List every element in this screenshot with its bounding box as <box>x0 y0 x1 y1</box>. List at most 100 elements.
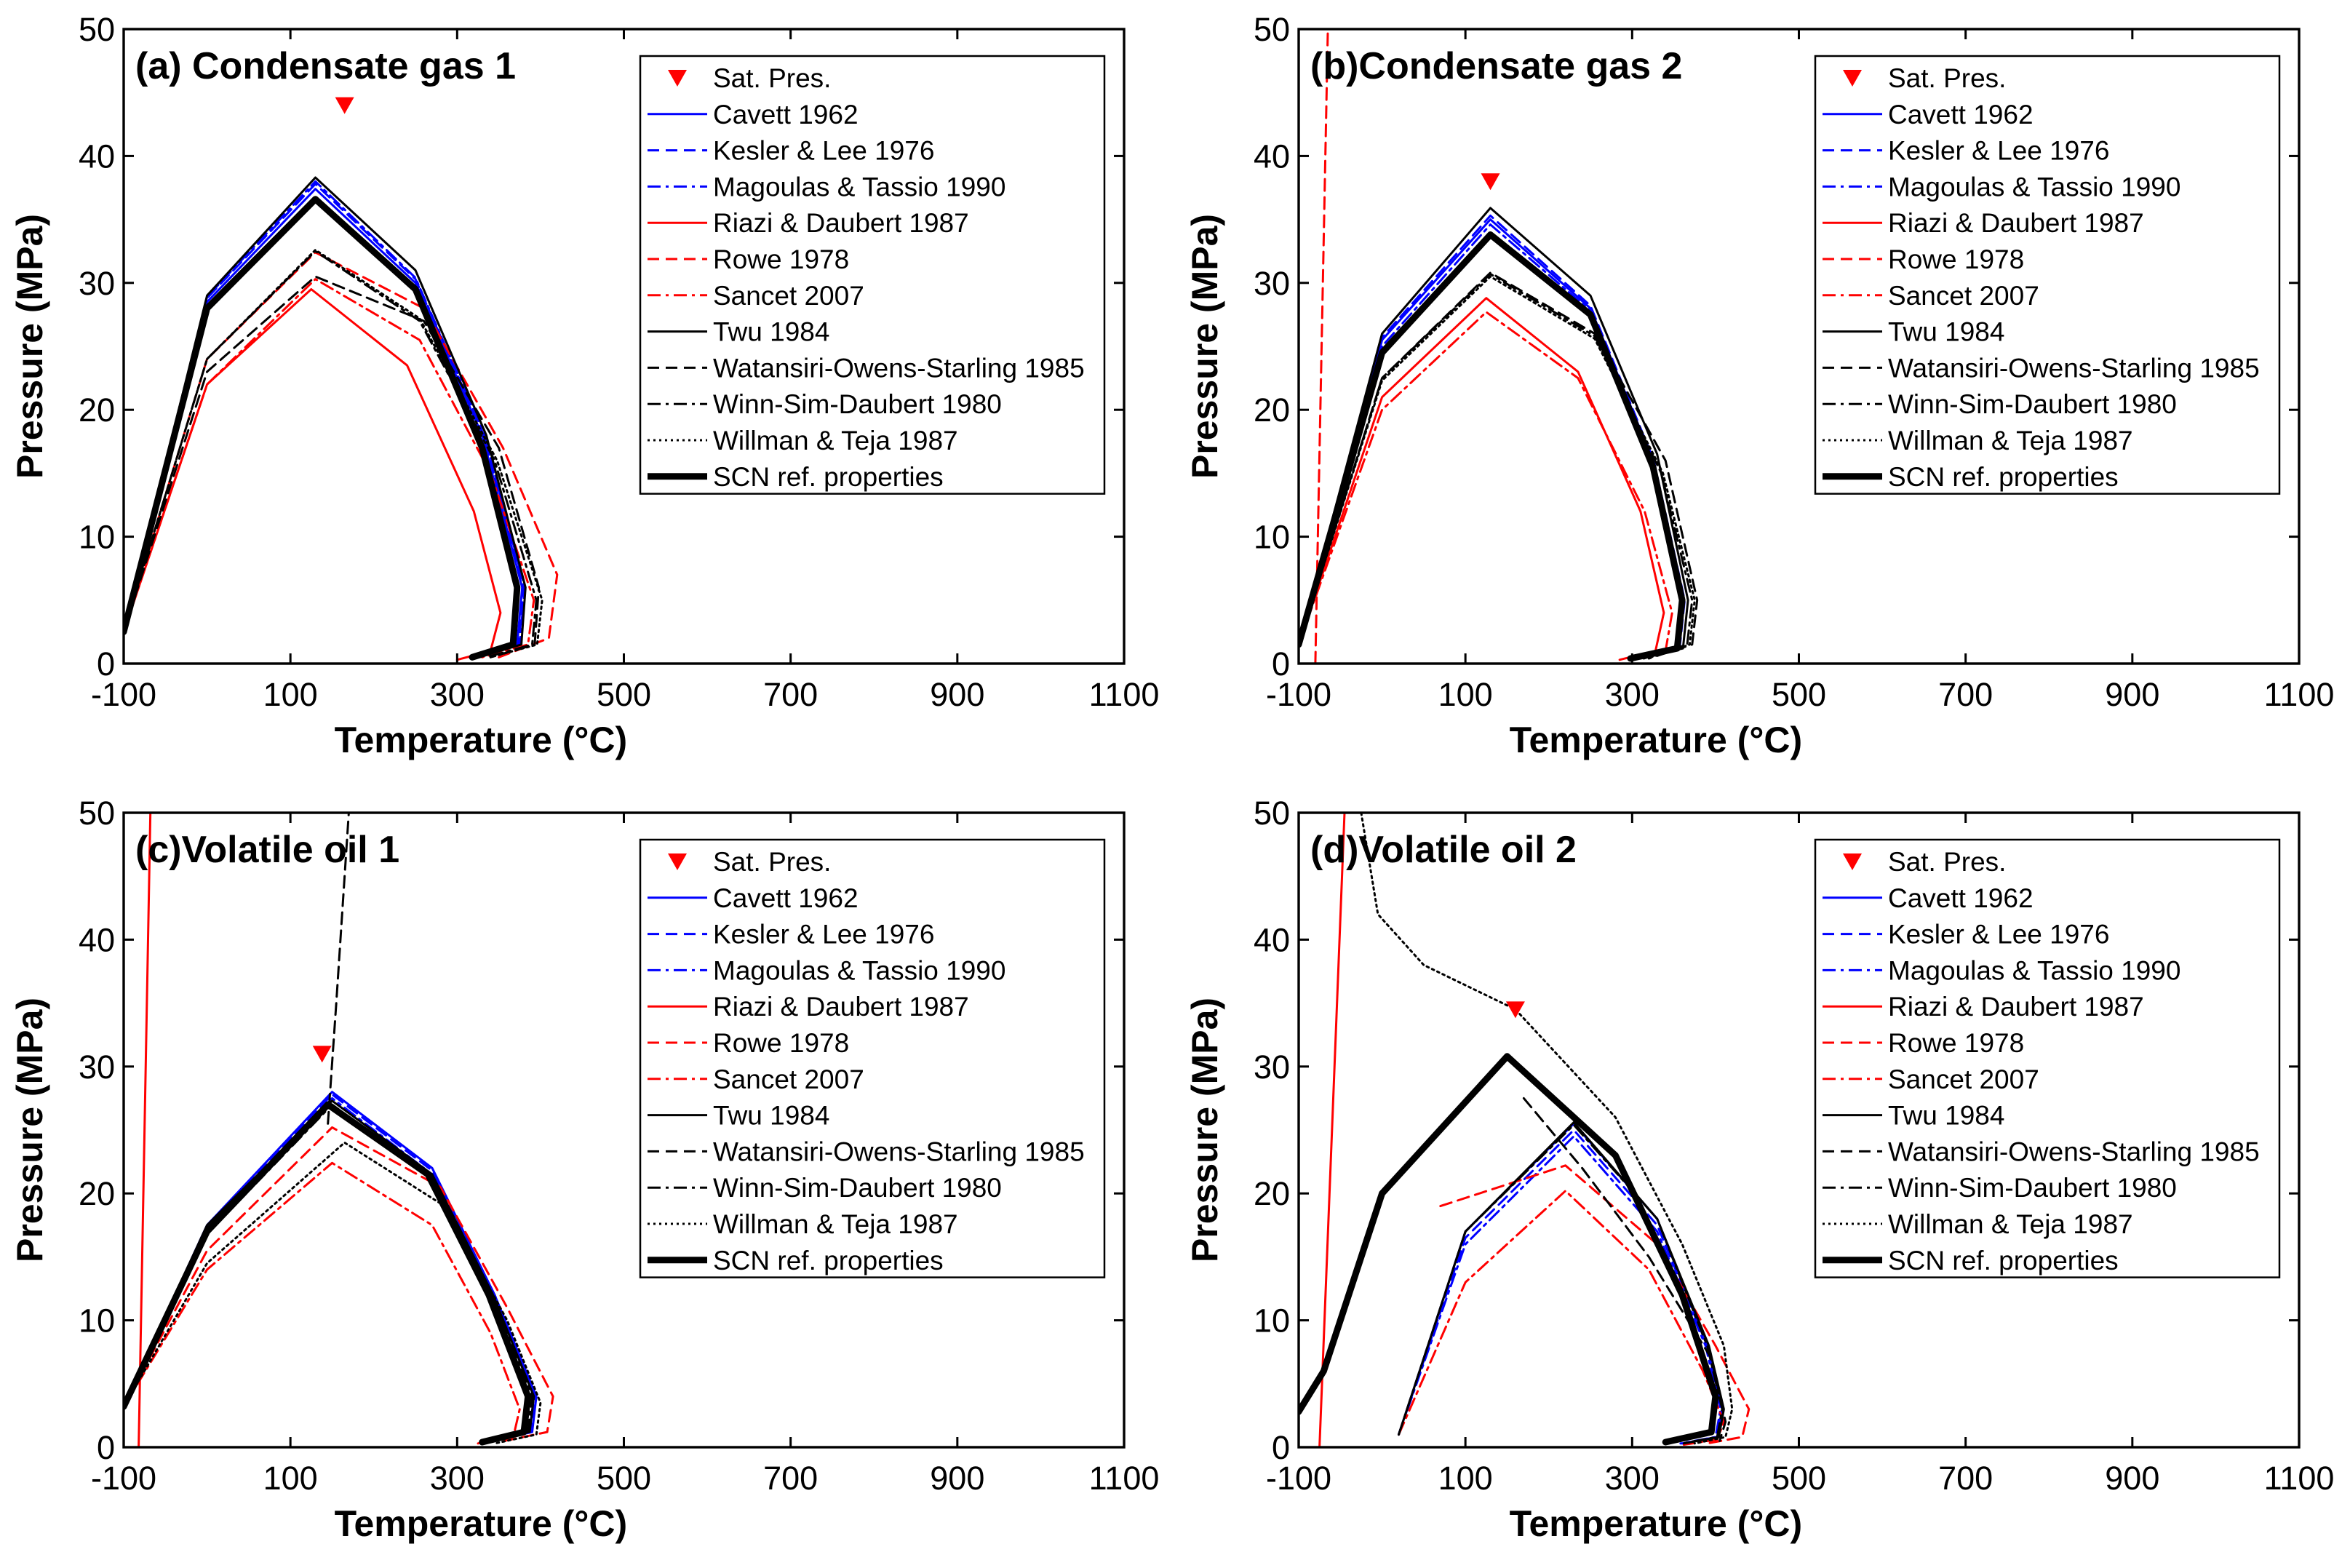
legend-entry: Riazi & Daubert 1987 <box>713 992 969 1022</box>
y-tick-label: 20 <box>1254 391 1290 429</box>
x-tick-label: -100 <box>91 1460 156 1497</box>
series-group <box>124 813 554 1447</box>
x-axis-label: Temperature (°C) <box>1510 1503 1802 1544</box>
y-tick-label: 0 <box>1272 645 1290 682</box>
x-tick-label: 100 <box>1438 1460 1493 1497</box>
y-tick-label: 30 <box>1254 265 1290 302</box>
legend: Sat. Pres. Cavett 1962 Kesler & Lee 1976 Ma… <box>639 838 1106 1278</box>
series-line-10 <box>124 1101 532 1446</box>
legend-entry: Willman & Teja 1987 <box>1888 426 2133 455</box>
sat-pres-marker <box>312 1046 332 1063</box>
series-line-7 <box>124 275 541 658</box>
series-line-5 <box>124 1161 521 1445</box>
x-axis-label: Temperature (°C) <box>335 720 627 760</box>
legend: Sat. Pres. Cavett 1962 Kesler & Lee 1976 Ma… <box>1814 838 2281 1278</box>
legend-entry: Sat. Pres. <box>1888 63 2006 93</box>
sat-pres-marker <box>1505 1001 1525 1019</box>
series-line-3 <box>124 288 502 661</box>
y-tick-label: 20 <box>1254 1175 1290 1212</box>
legend-entry: Willman & Teja 1987 <box>1888 1209 2133 1239</box>
series-line-0 <box>124 188 524 658</box>
series-line-4 <box>1439 1164 1750 1445</box>
y-tick-label: 40 <box>79 921 115 958</box>
legend-entry: Rowe 1978 <box>1888 1028 2024 1058</box>
y-tick-label: 50 <box>1254 795 1290 832</box>
x-tick-label: 500 <box>597 1460 651 1497</box>
legend-entry: Riazi & Daubert 1987 <box>713 208 969 238</box>
series-line-8 <box>1398 1123 1724 1445</box>
panel-1: -100 100 300 500 700 900 1100 0 10 20 30 40 50 Temper… <box>1184 11 2334 760</box>
x-tick-label: 900 <box>930 1460 984 1497</box>
legend-entry: Rowe 1978 <box>713 1028 849 1058</box>
legend-entry: Sat. Pres. <box>713 63 831 93</box>
series-group <box>1299 813 1750 1447</box>
x-tick-label: 700 <box>763 676 818 713</box>
legend-entry: Winn-Sim-Daubert 1980 <box>713 389 1002 419</box>
x-tick-label: 700 <box>763 1460 818 1497</box>
x-tick-label: 300 <box>1605 1460 1660 1497</box>
legend-box <box>1814 55 2281 495</box>
x-tick-label: 900 <box>930 676 984 713</box>
legend-entry: Magoulas & Tassio 1990 <box>713 955 1005 985</box>
y-tick-label: 30 <box>79 265 115 302</box>
y-tick-label: 20 <box>79 391 115 429</box>
panel-title: (c)Volatile oil 1 <box>135 829 399 871</box>
legend-entry: Watansiri-Owens-Starling 1985 <box>1888 1137 2260 1166</box>
series-line-8 <box>124 250 538 658</box>
panel-2: -100 100 300 500 700 900 1100 0 10 20 30 40 50 Temper… <box>9 795 1159 1544</box>
x-tick-label: 1100 <box>2264 1460 2335 1497</box>
legend-entry: Twu 1984 <box>1888 1101 2004 1131</box>
legend-entry: SCN ref. properties <box>1888 462 2119 492</box>
x-tick-label: -100 <box>1266 1460 1331 1497</box>
series-line-9 <box>124 249 543 658</box>
series-line-5 <box>1299 311 1673 661</box>
series-line-7 <box>327 813 350 1125</box>
legend-entry: Sat. Pres. <box>713 847 831 877</box>
x-tick-label: -100 <box>91 676 156 713</box>
legend-entry: Twu 1984 <box>1888 317 2004 347</box>
x-tick-label: 100 <box>263 676 318 713</box>
y-tick-label: 30 <box>79 1048 115 1086</box>
y-tick-label: 40 <box>1254 138 1290 175</box>
legend: Sat. Pres. Cavett 1962 Kesler & Lee 1976 Ma… <box>1814 55 2281 495</box>
x-tick-label: 900 <box>2105 1460 2159 1497</box>
x-tick-label: 900 <box>2105 676 2159 713</box>
series-line-8 <box>1299 273 1694 660</box>
series-group <box>1299 29 1699 664</box>
series-line-3 <box>138 813 152 1447</box>
y-tick-label: 50 <box>79 11 115 48</box>
x-tick-label: 300 <box>430 1460 485 1497</box>
legend-entry: SCN ref. properties <box>713 1246 944 1276</box>
legend-entry: Kesler & Lee 1976 <box>1888 920 2109 950</box>
legend-marker <box>1843 70 1862 87</box>
y-tick-label: 20 <box>79 1175 115 1212</box>
legend-entry: Cavett 1962 <box>1888 100 2034 130</box>
series-line-9 <box>124 1141 542 1445</box>
y-axis-label: Pressure (MPa) <box>9 214 50 479</box>
x-tick-label: 100 <box>1438 676 1493 713</box>
x-tick-label: 1100 <box>1089 676 1160 713</box>
series-group <box>124 176 559 661</box>
legend-entry: Twu 1984 <box>713 317 829 347</box>
legend-entry: Sancet 2007 <box>713 281 864 311</box>
y-tick-label: 10 <box>79 1302 115 1340</box>
x-tick-label: 1100 <box>2264 676 2335 713</box>
legend-entry: Watansiri-Owens-Starling 1985 <box>1888 353 2260 383</box>
legend-entry: Sancet 2007 <box>713 1064 864 1094</box>
legend-entry: Magoulas & Tassio 1990 <box>713 172 1005 202</box>
series-line-4 <box>1314 29 1329 664</box>
sat-pres-marker <box>1481 173 1500 191</box>
legend-entry: Cavett 1962 <box>1888 883 2034 913</box>
legend-entry: Winn-Sim-Daubert 1980 <box>1888 389 2177 419</box>
legend-marker <box>668 70 687 87</box>
series-line-7 <box>1522 1097 1727 1442</box>
sat-pres-marker <box>335 97 354 114</box>
y-tick-label: 0 <box>97 1429 115 1466</box>
panel-title: (b)Condensate gas 2 <box>1310 45 1682 87</box>
panels: -100 100 300 500 700 900 110001020304050Temper… <box>9 11 2334 1544</box>
x-tick-label: 500 <box>1772 676 1826 713</box>
legend-entry: Riazi & Daubert 1987 <box>1888 208 2144 238</box>
y-tick-label: 40 <box>79 138 115 175</box>
legend-box <box>639 838 1106 1278</box>
